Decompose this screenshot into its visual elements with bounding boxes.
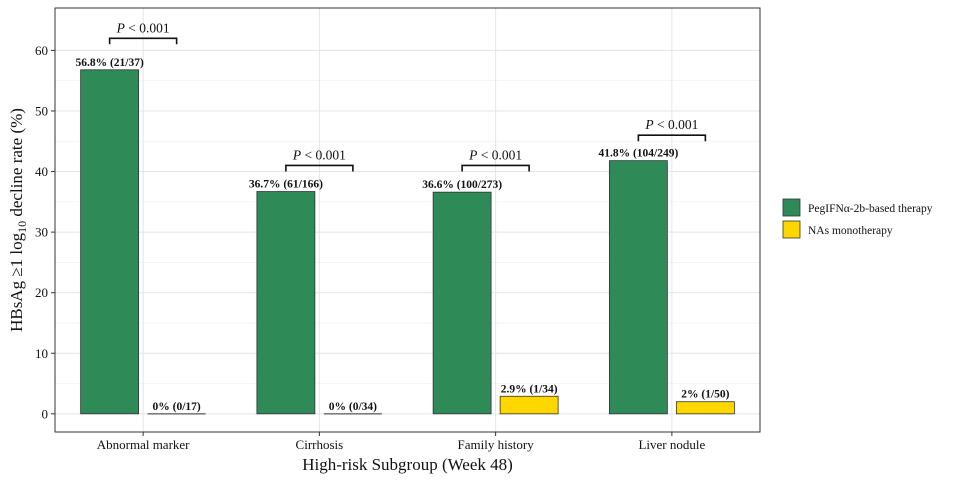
sig-p-value-2: < 0.001 xyxy=(477,147,522,162)
x-axis: Abnormal marker Cirrhosis Family history Li… xyxy=(97,432,705,452)
grid-lines xyxy=(55,8,760,432)
x-axis-title: High-risk Subgroup (Week 48) xyxy=(302,455,513,474)
legend-swatch-pegifn xyxy=(782,198,801,217)
y-tick-label-3: 30 xyxy=(35,225,48,240)
data-label-s0-c3: 41.8% (104/249) xyxy=(598,148,678,160)
y-tick-label-6: 60 xyxy=(35,43,48,58)
bar-s0-c2 xyxy=(432,191,492,415)
sig-p-symbol-3: P xyxy=(644,117,653,132)
x-tick-label-3: Liver nodule xyxy=(638,437,705,452)
y-tick-label-5: 50 xyxy=(35,103,48,118)
bar-s0-c0 xyxy=(80,69,140,415)
y-axis-title-suffix: decline rate (%) xyxy=(7,108,26,221)
y-axis-title: HBsAg ≥1 log10 decline rate (%) xyxy=(7,108,29,332)
y-tick-label-1: 10 xyxy=(35,346,48,361)
sig-label-0: P < 0.001 xyxy=(116,20,170,35)
bars xyxy=(80,69,735,415)
legend-label-nas: NAs monotherapy xyxy=(808,225,893,237)
y-tick-label-0: 0 xyxy=(42,406,49,421)
sig-label-3: P < 0.001 xyxy=(644,117,698,132)
bar-s1-c2 xyxy=(499,395,559,415)
bar-s1-c3 xyxy=(675,401,735,415)
legend-label-pegifn: PegIFNα-2b-based therapy xyxy=(808,203,933,215)
sig-bracket-1 xyxy=(285,164,354,172)
data-label-s0-c2: 36.6% (100/273) xyxy=(422,179,502,191)
sig-bracket-3 xyxy=(637,134,707,142)
sig-p-symbol-0: P xyxy=(116,20,125,35)
y-axis-title-subscript: 10 xyxy=(15,221,29,233)
sig-p-value-3: < 0.001 xyxy=(654,117,699,132)
y-tick-label-4: 40 xyxy=(35,164,48,179)
legend-swatch-nas xyxy=(782,220,801,239)
data-label-s1-c3: 2% (1/50) xyxy=(681,389,729,401)
data-label-s1-c2: 2.9% (1/34) xyxy=(501,383,558,395)
data-label-s1-c1: 0% (0/34) xyxy=(329,401,377,413)
y-axis-title-prefix: HBsAg ≥1 log xyxy=(7,232,26,332)
sig-label-2: P < 0.001 xyxy=(468,147,522,162)
data-label-s0-c1: 36.7% (61/166) xyxy=(249,179,323,191)
data-labels: 56.8% (21/37) 36.7% (61/166) 36.6% (100/27… xyxy=(75,57,729,413)
y-tick-label-2: 20 xyxy=(35,285,48,300)
x-tick-label-0: Abnormal marker xyxy=(97,437,190,452)
data-label-s1-c0: 0% (0/17) xyxy=(153,401,201,413)
plot-border xyxy=(54,7,761,433)
sig-p-symbol-1: P xyxy=(292,147,301,162)
sig-bracket-0 xyxy=(108,37,178,45)
x-tick-label-1: Cirrhosis xyxy=(296,437,344,452)
bar-s0-c3 xyxy=(608,160,668,415)
sig-p-symbol-2: P xyxy=(468,147,477,162)
bar-s0-c1 xyxy=(256,191,316,415)
data-label-s0-c0: 56.8% (21/37) xyxy=(75,57,144,69)
sig-p-value-1: < 0.001 xyxy=(301,147,346,162)
y-axis: 0 10 20 30 40 50 60 xyxy=(35,43,55,421)
sig-label-1: P < 0.001 xyxy=(292,147,346,162)
x-tick-label-2: Family history xyxy=(458,437,535,452)
legend: PegIFNα-2b-based therapy NAs monotherapy xyxy=(782,198,933,239)
sig-p-value-0: < 0.001 xyxy=(125,20,170,35)
sig-bracket-2 xyxy=(461,164,530,172)
